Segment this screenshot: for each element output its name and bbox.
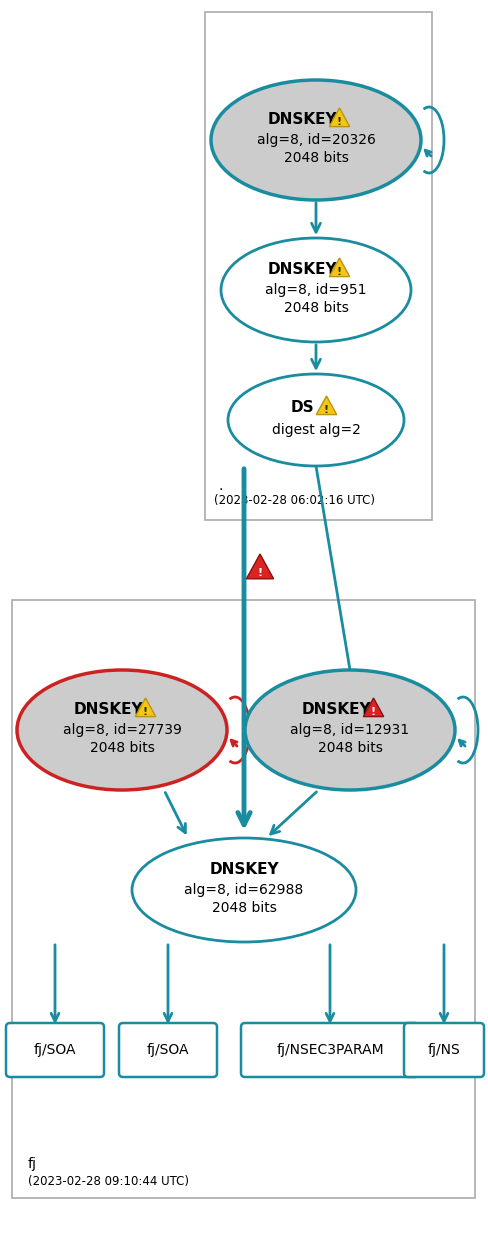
Text: (2023-02-28 06:02:16 UTC): (2023-02-28 06:02:16 UTC) (214, 494, 375, 508)
Ellipse shape (245, 670, 455, 791)
Ellipse shape (17, 670, 227, 791)
Text: fj/NSEC3PARAM: fj/NSEC3PARAM (276, 1042, 384, 1057)
Text: fj: fj (28, 1157, 37, 1172)
Ellipse shape (221, 238, 411, 343)
Text: fj/SOA: fj/SOA (147, 1042, 189, 1057)
FancyBboxPatch shape (6, 1023, 104, 1077)
Text: alg=8, id=951: alg=8, id=951 (265, 283, 367, 297)
Text: alg=8, id=27739: alg=8, id=27739 (62, 724, 182, 737)
Text: 2048 bits: 2048 bits (284, 302, 348, 315)
Polygon shape (329, 258, 350, 277)
Text: DNSKEY: DNSKEY (301, 702, 371, 717)
Text: fj/NS: fj/NS (427, 1042, 460, 1057)
Polygon shape (329, 108, 350, 127)
Text: DNSKEY: DNSKEY (267, 263, 337, 278)
Bar (205, 12, 432, 520)
Ellipse shape (228, 374, 404, 467)
Text: !: ! (371, 707, 376, 717)
Text: !: ! (324, 405, 329, 416)
FancyBboxPatch shape (241, 1023, 419, 1077)
Ellipse shape (211, 79, 421, 200)
Polygon shape (135, 697, 156, 716)
Text: 2048 bits: 2048 bits (212, 901, 276, 915)
Text: (2023-02-28 09:10:44 UTC): (2023-02-28 09:10:44 UTC) (28, 1175, 189, 1188)
Text: DS: DS (290, 401, 314, 416)
Text: 2048 bits: 2048 bits (318, 741, 383, 755)
Text: 2048 bits: 2048 bits (90, 741, 154, 755)
Text: alg=8, id=12931: alg=8, id=12931 (290, 724, 409, 737)
Ellipse shape (132, 838, 356, 942)
Text: DNSKEY: DNSKEY (267, 113, 337, 128)
FancyBboxPatch shape (404, 1023, 484, 1077)
Text: .: . (218, 479, 223, 493)
Text: !: ! (143, 707, 148, 717)
Polygon shape (246, 553, 274, 578)
Text: digest alg=2: digest alg=2 (271, 423, 361, 437)
Bar (12, 599, 475, 1198)
Text: DNSKEY: DNSKEY (73, 702, 143, 717)
Polygon shape (316, 396, 337, 414)
Text: alg=8, id=20326: alg=8, id=20326 (257, 133, 375, 146)
FancyBboxPatch shape (119, 1023, 217, 1077)
Text: 2048 bits: 2048 bits (284, 151, 348, 165)
Text: !: ! (258, 568, 263, 578)
Text: !: ! (337, 117, 342, 127)
Polygon shape (363, 697, 384, 716)
Text: DNSKEY: DNSKEY (209, 862, 279, 877)
Text: !: ! (337, 267, 342, 277)
Text: alg=8, id=62988: alg=8, id=62988 (184, 884, 304, 897)
Text: fj/SOA: fj/SOA (34, 1042, 76, 1057)
